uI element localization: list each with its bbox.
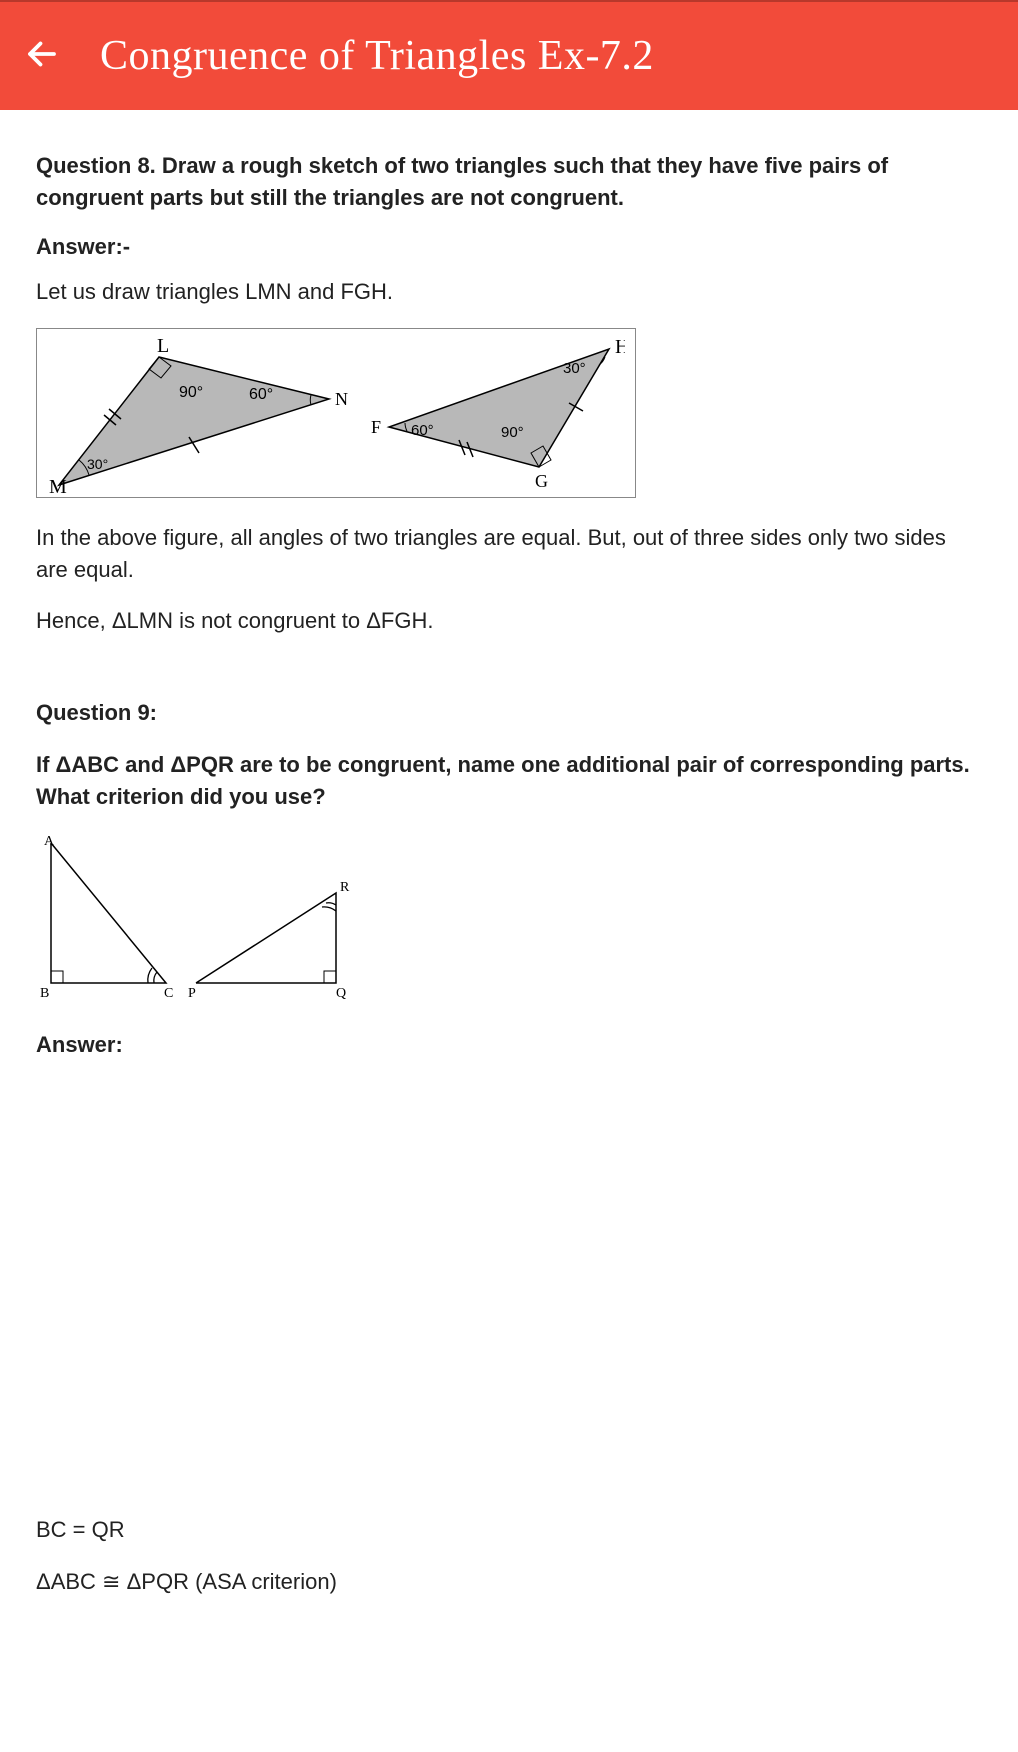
angle-F60: 60° [411, 422, 434, 439]
angle-L90: 90° [179, 384, 203, 401]
q8-text: Draw a rough sketch of two triangles suc… [36, 153, 888, 210]
q9-label: Question 9: [36, 697, 982, 729]
vertex-R: R [340, 880, 350, 895]
vertex-B: B [40, 986, 49, 1001]
vertex-A: A [44, 834, 55, 849]
q9-text: If ΔABC and ΔPQR are to be congruent, na… [36, 749, 982, 813]
app-header: Congruence of Triangles Ex-7.2 [0, 0, 1018, 110]
q8-answer-label: Answer:- [36, 234, 982, 260]
vertex-L: L [157, 337, 169, 357]
q8-figure: L M N 90° 30° 60° F G H 60° 90° 30° [36, 328, 636, 498]
angle-G90: 90° [501, 424, 524, 441]
vertex-H: H [615, 337, 625, 358]
vertex-N: N [335, 389, 348, 409]
angle-H30: 30° [563, 360, 586, 377]
vertex-Q: Q [336, 986, 346, 1001]
content-area: Question 8. Draw a rough sketch of two t… [0, 110, 1018, 1658]
q9-line2: ΔABC ≅ ΔPQR (ASA criterion) [36, 1566, 982, 1598]
back-arrow-icon[interactable] [24, 36, 60, 77]
angle-M30: 30° [87, 456, 108, 472]
page-title: Congruence of Triangles Ex-7.2 [100, 32, 654, 80]
q8-label: Question 8. [36, 153, 156, 178]
vertex-P: P [188, 986, 196, 1001]
vertex-G: G [535, 471, 548, 491]
q8-explain1: In the above figure, all angles of two t… [36, 522, 982, 586]
q9-line1: BC = QR [36, 1514, 982, 1546]
q9-answer-label: Answer: [36, 1032, 982, 1058]
vertex-F: F [371, 417, 381, 437]
angle-N60: 60° [249, 386, 273, 403]
vertex-C: C [164, 986, 173, 1001]
blank-space [36, 1074, 982, 1514]
q8-explain2: Hence, ΔLMN is not congruent to ΔFGH. [36, 605, 982, 637]
q8-question: Question 8. Draw a rough sketch of two t… [36, 150, 982, 214]
vertex-M: M [49, 476, 67, 493]
q9-figure: A B C P Q R [36, 833, 982, 1008]
q8-intro: Let us draw triangles LMN and FGH. [36, 276, 982, 308]
